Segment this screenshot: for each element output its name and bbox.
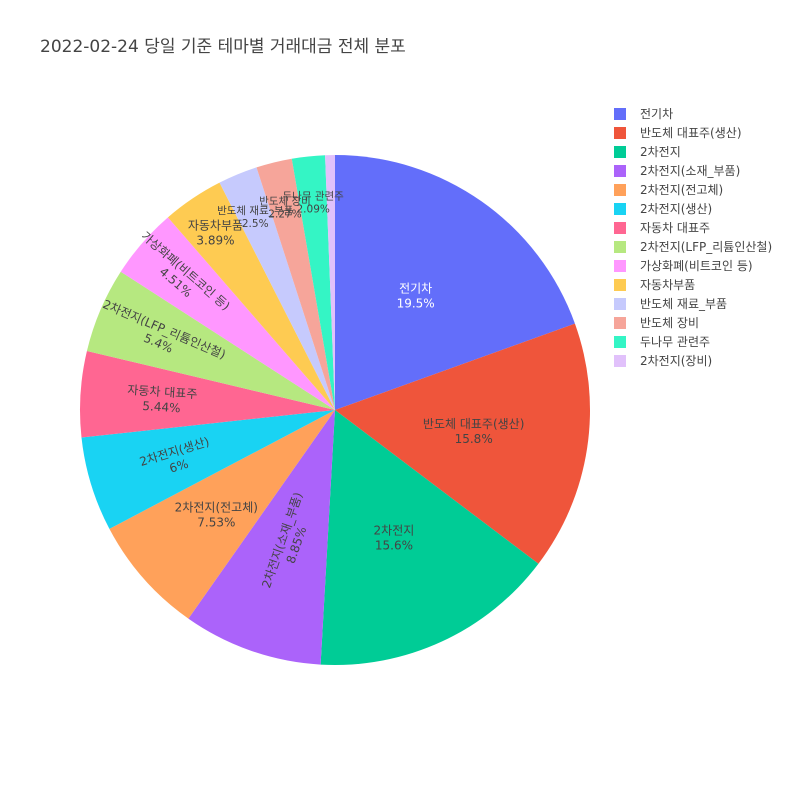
legend-swatch	[614, 335, 626, 348]
pie-slice[interactable]	[120, 217, 335, 410]
legend-swatch	[614, 164, 626, 177]
legend-item[interactable]: 2차전지(장비)	[612, 351, 772, 370]
legend-swatch	[614, 297, 626, 310]
legend-item[interactable]: 2차전지(소재_부품)	[612, 161, 772, 180]
legend-label: 반도체 대표주(생산)	[640, 126, 742, 140]
legend-label: 두나무 관련주	[640, 335, 711, 349]
legend-label: 2차전지(전고체)	[640, 183, 724, 197]
slice-label: 반도체 대표주(생산) 15.8%	[423, 417, 525, 446]
legend-item[interactable]: 반도체 대표주(생산)	[612, 123, 772, 142]
legend-item[interactable]: 2차전지(전고체)	[612, 180, 772, 199]
slice-label: 전기차 19.5%	[397, 281, 435, 310]
slice-label: 2차전지 15.6%	[374, 523, 415, 552]
legend-item[interactable]: 자동차부품	[612, 275, 772, 294]
pie-slice[interactable]	[167, 182, 335, 410]
legend-item[interactable]: 가상화폐(비트코인 등)	[612, 256, 772, 275]
legend-label: 2차전지(LFP_리튬인산철)	[640, 240, 773, 254]
legend-label: 2차전지(생산)	[640, 202, 713, 216]
pie-slice[interactable]	[109, 410, 335, 619]
legend-label: 2차전지	[640, 145, 681, 159]
pie-slice[interactable]	[335, 323, 590, 564]
pie-slice[interactable]	[86, 271, 335, 410]
legend-label: 반도체 장비	[640, 316, 700, 330]
slice-label: 반도체 장비 2.27%	[259, 195, 311, 220]
legend-swatch	[614, 183, 626, 196]
legend-swatch	[614, 316, 626, 329]
legend-item[interactable]: 반도체 재료_부품	[612, 294, 772, 313]
legend-item[interactable]: 두나무 관련주	[612, 332, 772, 351]
legend-swatch	[614, 145, 626, 158]
pie-slice[interactable]	[188, 410, 335, 665]
legend-swatch	[614, 278, 626, 291]
slice-label: 2차전지(전고체) 7.53%	[175, 500, 258, 529]
legend-label: 자동차 대표주	[640, 221, 711, 235]
pie-slice[interactable]	[219, 167, 335, 410]
legend-swatch	[614, 107, 626, 120]
slice-label: 반도체 재료_부품 2.5%	[217, 205, 294, 230]
legend-label: 가상화폐(비트코인 등)	[640, 259, 753, 273]
chart-title: 2022-02-24 당일 기준 테마별 거래대금 전체 분포	[40, 37, 406, 57]
legend-item[interactable]: 2차전지	[612, 142, 772, 161]
pie-slice[interactable]	[81, 410, 335, 529]
legend-item[interactable]: 자동차 대표주	[612, 218, 772, 237]
legend-label: 반도체 재료_부품	[640, 297, 728, 311]
slice-label: 자동차 대표주5.44%	[126, 383, 198, 416]
legend-label: 2차전지(장비)	[640, 354, 713, 368]
legend-swatch	[614, 259, 626, 272]
pie-slice[interactable]	[256, 158, 335, 410]
pie-slice[interactable]	[291, 155, 335, 410]
legend-label: 전기차	[640, 107, 674, 121]
legend-item[interactable]: 반도체 장비	[612, 313, 772, 332]
legend-item[interactable]: 전기차	[612, 104, 772, 123]
pie-slice[interactable]	[325, 155, 335, 410]
legend-swatch	[614, 221, 626, 234]
legend-item[interactable]: 2차전지(LFP_리튬인산철)	[612, 237, 772, 256]
legend-swatch	[614, 126, 626, 139]
slice-label: 자동차부품 3.89%	[188, 218, 243, 247]
pie-slice[interactable]	[335, 155, 575, 410]
legend-swatch	[614, 240, 626, 253]
legend-swatch	[614, 202, 626, 215]
slice-label: 두나무 관련주 2.09%	[283, 190, 345, 215]
legend-label: 2차전지(소재_부품)	[640, 164, 741, 178]
legend-label: 자동차부품	[640, 278, 696, 292]
pie-slice[interactable]	[79, 350, 335, 438]
legend-item[interactable]: 2차전지(생산)	[612, 199, 772, 218]
legend-swatch	[614, 354, 626, 367]
pie-slice[interactable]	[320, 410, 539, 665]
